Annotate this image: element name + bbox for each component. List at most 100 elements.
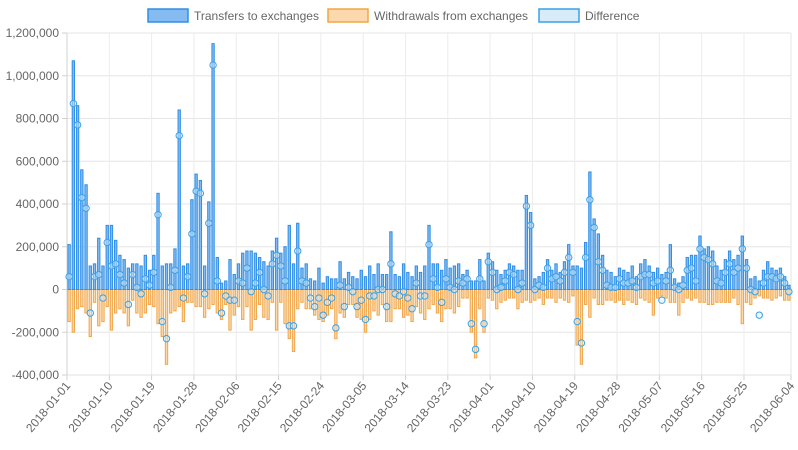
withdrawal-bar[interactable] [639, 289, 643, 299]
difference-point[interactable] [133, 283, 141, 292]
transfer-bar[interactable] [495, 269, 499, 291]
withdrawal-bar[interactable] [592, 289, 596, 299]
withdrawal-bar[interactable] [257, 289, 262, 305]
difference-point[interactable] [704, 255, 713, 264]
withdrawal-bar[interactable] [562, 289, 567, 301]
withdrawal-bar[interactable] [643, 289, 647, 301]
transfer-bar[interactable] [698, 235, 702, 290]
withdrawal-bar[interactable] [575, 289, 579, 346]
withdrawal-bar[interactable] [160, 289, 164, 338]
difference-point[interactable] [569, 268, 577, 277]
transfer-bar[interactable] [516, 269, 520, 291]
withdrawal-bar[interactable] [711, 289, 715, 305]
withdrawal-bar[interactable] [300, 289, 304, 303]
difference-point[interactable] [239, 279, 247, 287]
transfer-bar[interactable] [605, 269, 609, 291]
difference-point[interactable] [340, 302, 349, 311]
transfer-bar[interactable] [452, 265, 457, 290]
withdrawal-bar[interactable] [677, 289, 681, 316]
difference-point[interactable] [378, 285, 387, 294]
withdrawal-bar[interactable] [465, 289, 469, 299]
transfer-bar[interactable] [202, 265, 207, 290]
difference-point[interactable] [785, 287, 793, 296]
transfer-bar[interactable] [694, 254, 698, 291]
withdrawal-bar[interactable] [732, 289, 736, 299]
difference-point[interactable] [501, 277, 509, 285]
withdrawal-bar[interactable] [253, 289, 258, 320]
transfer-bar[interactable] [291, 263, 296, 291]
withdrawal-bar[interactable] [702, 289, 706, 303]
difference-point[interactable] [493, 285, 501, 294]
difference-point[interactable] [598, 266, 607, 274]
difference-point[interactable] [183, 272, 192, 281]
difference-point[interactable] [175, 131, 183, 140]
difference-point[interactable] [730, 268, 738, 277]
difference-point[interactable] [192, 187, 200, 195]
difference-point[interactable] [332, 324, 340, 332]
difference-point[interactable] [69, 99, 78, 108]
difference-point[interactable] [230, 296, 238, 304]
transfer-bar[interactable] [456, 263, 461, 291]
withdrawal-bar[interactable] [215, 289, 219, 314]
difference-point[interactable] [713, 277, 721, 285]
difference-point[interactable] [658, 296, 666, 304]
withdrawal-bar[interactable] [236, 289, 241, 308]
transfer-bar[interactable] [186, 263, 190, 291]
difference-point[interactable] [438, 298, 446, 307]
transfer-bar[interactable] [503, 269, 507, 291]
withdrawal-bar[interactable] [173, 289, 177, 312]
withdrawal-bar[interactable] [67, 289, 71, 323]
withdrawal-bar[interactable] [524, 289, 529, 301]
difference-point[interactable] [399, 287, 408, 296]
legend-item[interactable]: Withdrawals from exchanges [327, 8, 528, 23]
transfer-bar[interactable] [757, 280, 761, 291]
transfer-bar[interactable] [639, 263, 643, 291]
difference-point[interactable] [459, 279, 467, 287]
transfer-bar[interactable] [401, 263, 406, 291]
difference-point[interactable] [395, 292, 404, 300]
difference-point[interactable] [581, 253, 590, 262]
difference-point[interactable] [107, 262, 116, 270]
transfer-bar[interactable] [279, 252, 283, 291]
difference-point[interactable] [95, 270, 103, 279]
difference-point[interactable] [586, 196, 594, 204]
transfer-bar[interactable] [609, 271, 613, 290]
difference-point[interactable] [683, 266, 691, 274]
transfer-bar[interactable] [444, 259, 448, 291]
withdrawal-bar[interactable] [359, 289, 363, 320]
difference-point[interactable] [141, 275, 150, 283]
withdrawal-bar[interactable] [156, 289, 160, 325]
withdrawal-bar[interactable] [338, 289, 342, 314]
transfer-bar[interactable] [355, 278, 359, 290]
difference-point[interactable] [327, 294, 336, 302]
withdrawal-bar[interactable] [520, 289, 524, 303]
difference-point[interactable] [120, 279, 128, 287]
difference-point[interactable] [209, 61, 217, 69]
transfer-bar[interactable] [92, 263, 97, 291]
withdrawal-bar[interactable] [478, 289, 482, 310]
difference-point[interactable] [747, 285, 755, 294]
transfer-bar[interactable] [592, 218, 596, 290]
withdrawal-bar[interactable] [190, 289, 194, 303]
transfer-bar[interactable] [473, 280, 478, 291]
withdrawal-bar[interactable] [698, 289, 702, 303]
transfer-bar[interactable] [482, 280, 486, 291]
withdrawal-bar[interactable] [71, 289, 76, 333]
difference-point[interactable] [111, 260, 120, 268]
transfer-bar[interactable] [160, 265, 164, 290]
difference-point[interactable] [670, 283, 679, 292]
transfer-bar[interactable] [579, 267, 584, 290]
difference-point[interactable] [687, 264, 696, 272]
difference-point[interactable] [675, 285, 683, 294]
withdrawal-bar[interactable] [376, 289, 380, 316]
withdrawal-bar[interactable] [427, 289, 431, 310]
transfer-bar[interactable] [156, 192, 160, 290]
transfer-bar[interactable] [380, 274, 385, 291]
difference-point[interactable] [780, 279, 789, 287]
difference-point[interactable] [167, 283, 175, 292]
difference-point[interactable] [488, 268, 497, 277]
difference-point[interactable] [759, 279, 768, 287]
withdrawal-bar[interactable] [550, 289, 554, 299]
withdrawal-bar[interactable] [97, 289, 101, 327]
withdrawal-bar[interactable] [774, 289, 778, 299]
